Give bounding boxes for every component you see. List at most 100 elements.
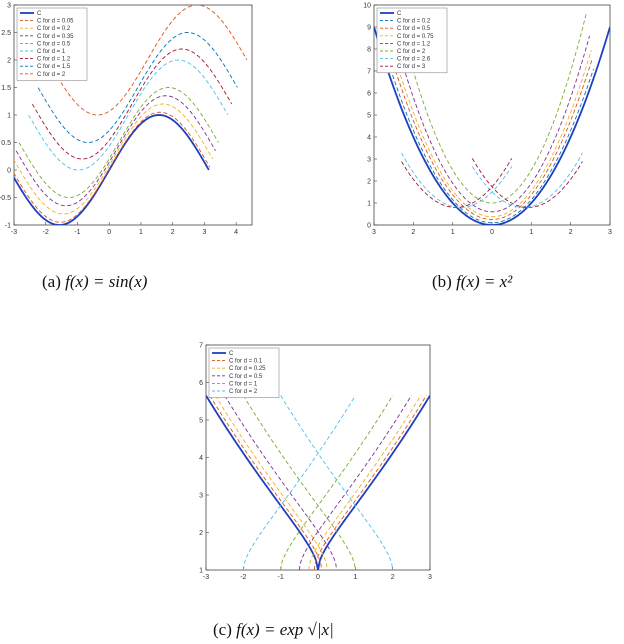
caption-c-text: f(x) = exp √|x| <box>236 620 334 639</box>
y-tick-label: 1.5 <box>1 85 11 92</box>
y-tick-label: 2 <box>7 58 11 65</box>
series-line-2 <box>391 58 593 220</box>
series-line-1 <box>313 395 427 570</box>
x-tick-label: -1 <box>74 229 80 236</box>
y-tick-label: 1 <box>199 568 203 575</box>
caption-c-label: (c) <box>213 620 232 639</box>
x-tick-label: 3 <box>202 229 206 236</box>
y-tick-label: 6 <box>199 380 203 387</box>
legend-box <box>376 7 448 74</box>
series-line-3 <box>224 395 338 570</box>
x-tick-label: -2 <box>43 229 49 236</box>
legend-entry: C for d = 0.35 <box>37 34 74 40</box>
y-tick-label: 4 <box>367 135 371 142</box>
caption-a-label: (a) <box>42 272 61 291</box>
legend-box <box>16 7 88 81</box>
series-line-3 <box>15 95 216 207</box>
series-line-2 <box>14 103 214 215</box>
y-tick-label: 0 <box>7 168 11 175</box>
x-tick-label: 2 <box>391 574 395 581</box>
legend-entry: C <box>397 11 402 17</box>
series-line-7 <box>401 158 513 208</box>
caption-a: (a) f(x) = sin(x) <box>42 272 147 292</box>
y-tick-label: 7 <box>199 343 203 350</box>
legend-entry: C for d = 1.2 <box>397 41 431 47</box>
series-line-6 <box>471 152 583 208</box>
legend-entry: C for d = 0.75 <box>397 34 434 40</box>
y-tick-label: 0.5 <box>1 140 11 147</box>
y-tick-label: 3 <box>367 157 371 164</box>
series-line-5 <box>242 395 356 570</box>
y-tick-label: 2 <box>199 530 203 537</box>
legend-entry: C for d = 1 <box>229 381 258 387</box>
y-tick-label: 3 <box>199 493 203 500</box>
caption-b-label: (b) <box>432 272 452 291</box>
legend-entry: C for d = 0.5 <box>397 26 431 32</box>
legend-entry: C for d = 0.25 <box>229 366 266 372</box>
legend-entry: C <box>37 11 42 17</box>
series-line-2 <box>214 395 328 570</box>
series-line-7 <box>471 158 583 208</box>
x-tick-label: 3 <box>372 229 376 236</box>
y-tick-label: 10 <box>363 3 371 10</box>
series-line-1 <box>209 395 323 570</box>
x-tick-label: 0 <box>107 229 111 236</box>
x-tick-label: 1 <box>353 574 357 581</box>
legend-entry: C for d = 1.2 <box>37 57 71 63</box>
caption-c: (c) f(x) = exp √|x| <box>213 620 334 640</box>
caption-b-text: f(x) = x² <box>456 272 513 291</box>
legend-entry: C for d = 0.2 <box>397 19 431 25</box>
series-line-6 <box>32 48 233 160</box>
y-tick-label: 5 <box>199 418 203 425</box>
legend-entry: C for d = 0.1 <box>229 359 263 365</box>
y-tick-label: 4 <box>199 455 203 462</box>
legend-entry: C for d = 2 <box>397 49 426 55</box>
series-line-1 <box>14 111 211 223</box>
legend-entry: C for d = 3 <box>397 64 426 70</box>
x-tick-label: -1 <box>278 574 284 581</box>
legend-entry: C for d = 0.5 <box>229 374 263 380</box>
series-line-4 <box>280 395 394 570</box>
legend-entry: C for d = 1 <box>37 49 66 55</box>
series-line-7 <box>37 32 238 143</box>
x-tick-label: 1 <box>139 229 143 236</box>
y-tick-label: 7 <box>367 69 371 76</box>
y-tick-label: 8 <box>367 47 371 54</box>
y-tick-label: 5 <box>367 113 371 120</box>
y-tick-label: 3 <box>7 3 11 10</box>
y-tick-label: 2 <box>367 179 371 186</box>
series-line-2 <box>308 395 422 570</box>
y-tick-label: 2.5 <box>1 30 11 37</box>
legend-entry: C for d = 2 <box>229 389 258 395</box>
y-tick-label: 1 <box>7 113 11 120</box>
series-line-3 <box>298 395 412 570</box>
series-line-1 <box>390 68 594 224</box>
y-tick-label: 6 <box>367 91 371 98</box>
series-line-4 <box>394 35 590 213</box>
x-tick-label: 1 <box>451 229 455 236</box>
x-tick-label: 2 <box>569 229 573 236</box>
series-line-4 <box>18 87 219 198</box>
y-tick-label: 1 <box>367 201 371 208</box>
x-tick-label: 3 <box>608 229 612 236</box>
y-tick-label: -0.5 <box>0 195 11 202</box>
legend-entry: C for d = 2.6 <box>397 57 431 63</box>
x-tick-label: -3 <box>11 229 17 236</box>
x-tick-label: 3 <box>428 574 432 581</box>
legend-box <box>208 347 280 398</box>
legend-entry: C <box>229 351 234 357</box>
caption-b: (b) f(x) = x² <box>432 272 512 292</box>
y-tick-label: 0 <box>367 223 371 230</box>
series-line-3 <box>392 50 592 218</box>
legend-entry: C for d = 0.05 <box>37 19 74 25</box>
legend-entry: C for d = 0.2 <box>37 26 71 32</box>
chart-panel-a: -3 -2 -1 0 1 2 3 4 -1 -0.5 0 0.5 1 1.5 2 2.5 3 C C for d =… <box>0 3 253 236</box>
series-line-0 <box>14 114 210 225</box>
caption-a-text: f(x) = sin(x) <box>65 272 148 291</box>
series-line-5 <box>28 59 229 171</box>
series-line-0 <box>206 395 430 570</box>
x-tick-label: 0 <box>316 574 320 581</box>
x-tick-label: 2 <box>411 229 415 236</box>
